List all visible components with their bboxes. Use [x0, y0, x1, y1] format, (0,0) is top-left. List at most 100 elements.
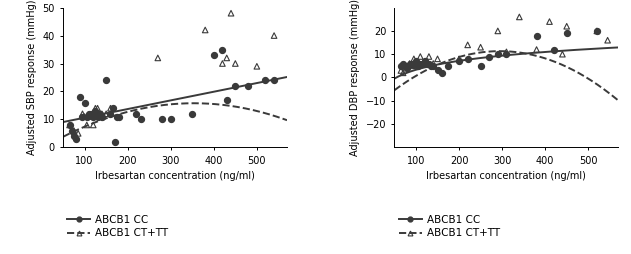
Point — [97, 112, 107, 116]
Point — [243, 84, 253, 88]
Point — [71, 137, 81, 141]
Point — [107, 106, 117, 110]
Point — [418, 61, 428, 66]
Point — [252, 64, 262, 68]
Point — [200, 28, 210, 32]
Point — [493, 29, 503, 33]
Point — [463, 43, 473, 47]
Point — [101, 78, 111, 82]
Point — [420, 59, 430, 63]
Point — [545, 20, 555, 24]
Point — [484, 55, 494, 59]
Point — [409, 57, 419, 61]
Point — [398, 61, 408, 66]
Point — [166, 117, 176, 121]
Point — [592, 29, 602, 33]
Point — [157, 117, 167, 121]
Point — [415, 61, 425, 66]
Point — [105, 106, 115, 110]
Point — [411, 59, 421, 63]
Point — [432, 69, 442, 73]
Point — [114, 115, 124, 119]
Point — [269, 78, 279, 82]
Point — [437, 71, 447, 75]
Point — [562, 31, 572, 35]
Point — [557, 52, 567, 56]
Point — [90, 106, 100, 110]
Point — [67, 129, 77, 133]
Point — [69, 129, 79, 133]
Point — [84, 112, 94, 116]
Point — [400, 64, 410, 68]
Point — [562, 24, 572, 28]
Point — [409, 61, 419, 66]
Point — [422, 61, 432, 66]
Point — [514, 15, 524, 19]
Point — [454, 57, 464, 61]
Point — [136, 117, 146, 121]
Point — [86, 112, 96, 116]
Point — [261, 78, 271, 82]
Point — [221, 56, 232, 60]
Point — [93, 106, 103, 110]
Point — [443, 64, 453, 68]
Point — [80, 101, 90, 105]
Point — [80, 115, 90, 119]
Point — [454, 59, 464, 63]
Point — [187, 112, 198, 116]
Point — [432, 57, 442, 61]
Point — [226, 11, 236, 15]
Point — [131, 112, 141, 116]
Point — [230, 84, 240, 88]
Point — [75, 95, 85, 99]
Point — [398, 71, 408, 75]
Point — [209, 53, 219, 57]
Point — [95, 112, 105, 116]
Point — [424, 61, 434, 66]
Legend: ABCB1 CC, ABCB1 CT+TT: ABCB1 CC, ABCB1 CT+TT — [394, 211, 504, 242]
X-axis label: Irbesartan concentration (ng/ml): Irbesartan concentration (ng/ml) — [427, 171, 586, 181]
Point — [406, 61, 416, 66]
Point — [420, 59, 430, 63]
Point — [110, 140, 120, 144]
Point — [73, 131, 83, 135]
Y-axis label: Adjusted DBP response (mmHg): Adjusted DBP response (mmHg) — [350, 0, 360, 156]
Point — [404, 61, 415, 66]
Point — [603, 38, 613, 42]
Point — [413, 64, 423, 68]
Point — [95, 112, 105, 116]
Point — [82, 115, 92, 119]
Point — [78, 112, 88, 116]
Point — [78, 115, 88, 119]
Point — [476, 45, 486, 49]
Point — [406, 64, 416, 68]
Point — [64, 123, 74, 127]
Legend: ABCB1 CC, ABCB1 CT+TT: ABCB1 CC, ABCB1 CT+TT — [63, 211, 173, 242]
Point — [415, 55, 425, 59]
Point — [217, 47, 227, 52]
Point — [64, 123, 74, 127]
Point — [424, 55, 434, 59]
Point — [413, 61, 423, 66]
Point — [269, 34, 279, 38]
Y-axis label: Adjusted SBP response (mmHg): Adjusted SBP response (mmHg) — [27, 0, 37, 155]
Point — [428, 61, 439, 66]
Point — [476, 64, 486, 68]
Point — [93, 115, 103, 119]
Point — [82, 123, 92, 127]
Point — [463, 57, 473, 61]
Point — [88, 123, 98, 127]
Point — [422, 59, 432, 63]
Point — [97, 115, 107, 119]
Point — [396, 64, 406, 68]
Point — [153, 56, 163, 60]
Point — [426, 64, 436, 68]
Point — [230, 61, 240, 66]
Point — [592, 29, 602, 33]
Point — [90, 109, 100, 113]
Point — [221, 98, 232, 102]
Point — [502, 50, 512, 54]
Point — [502, 52, 512, 56]
Point — [84, 115, 94, 119]
Point — [404, 61, 415, 66]
